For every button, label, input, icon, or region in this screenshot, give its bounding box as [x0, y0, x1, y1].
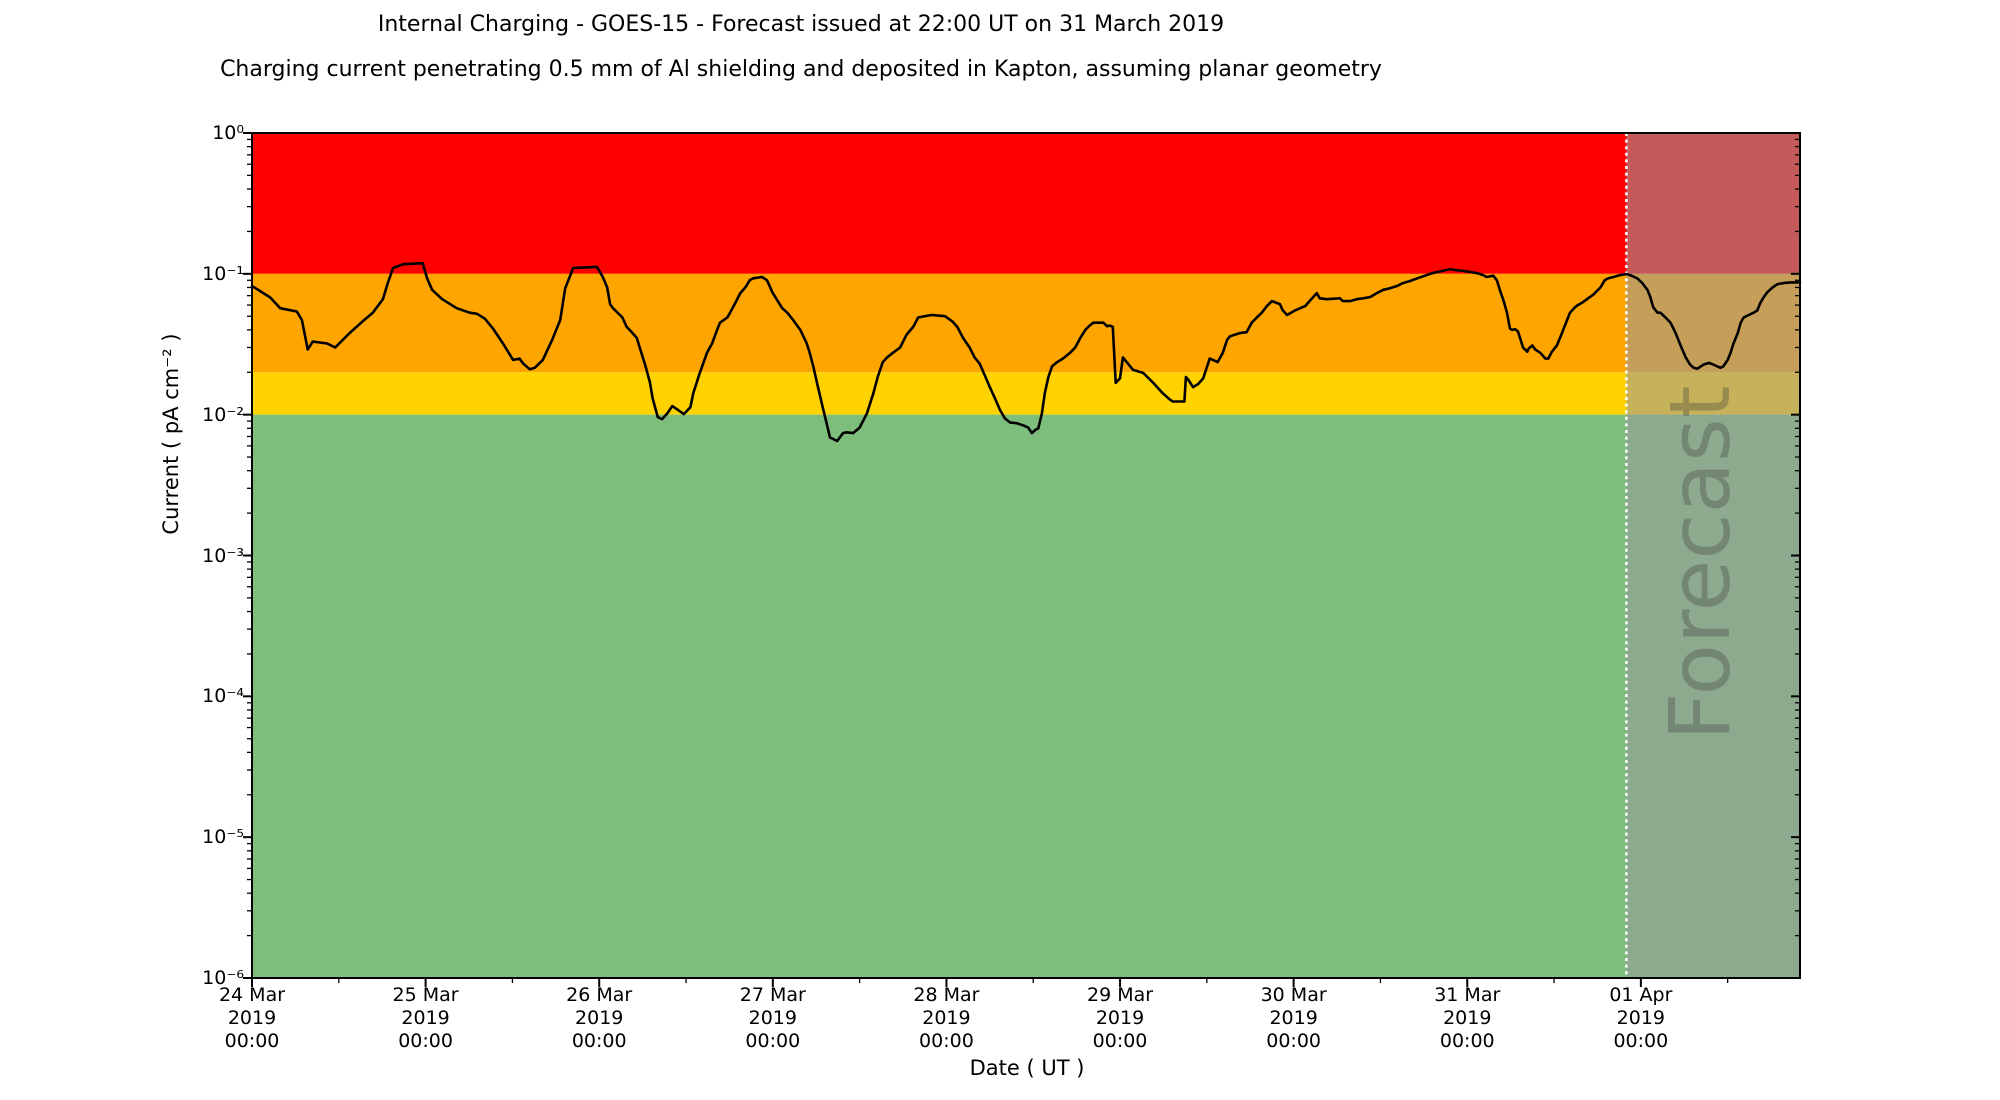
x-tick-label: 25 Mar 2019 00:00 — [392, 984, 459, 1052]
band-green — [252, 414, 1800, 979]
y-tick-label: 10⁻⁶ — [202, 967, 244, 989]
y-tick-label: 10⁻³ — [202, 544, 244, 567]
y-tick-label: 10⁻⁴ — [202, 685, 244, 708]
y-tick-label: 10⁻⁵ — [202, 826, 244, 849]
y-tick-label: 10⁻¹ — [202, 262, 244, 285]
band-orange — [252, 273, 1800, 373]
chart-title: Internal Charging - GOES-15 - Forecast i… — [377, 12, 1225, 37]
x-tick-label: 26 Mar 2019 00:00 — [566, 984, 633, 1052]
x-tick-label: 01 Apr 2019 00:00 — [1609, 984, 1673, 1052]
y-tick-label: 10⁻² — [202, 403, 244, 426]
x-tick-label: 31 Mar 2019 00:00 — [1434, 984, 1501, 1052]
x-axis-label: Date ( UT ) — [969, 1056, 1085, 1080]
forecast-overlay — [1626, 133, 1800, 978]
data-series-line — [250, 261, 1802, 443]
band-yellow — [252, 372, 1800, 415]
x-tick-label: 28 Mar 2019 00:00 — [913, 984, 980, 1052]
x-tick-label: 27 Mar 2019 00:00 — [739, 984, 806, 1052]
axis-spines — [251, 132, 1801, 979]
x-tick-label: 29 Mar 2019 00:00 — [1086, 984, 1154, 1052]
x-tick-label: 24 Mar 2019 00:00 — [218, 984, 286, 1052]
x-tick-label: 30 Mar 2019 00:00 — [1260, 984, 1327, 1052]
y-axis-label: Current ( pA cm⁻² ) — [159, 333, 183, 535]
band-red — [252, 133, 1800, 274]
y-tick-label: 10⁰ — [212, 122, 244, 144]
chart-subtitle: Charging current penetrating 0.5 mm of A… — [220, 57, 1382, 82]
